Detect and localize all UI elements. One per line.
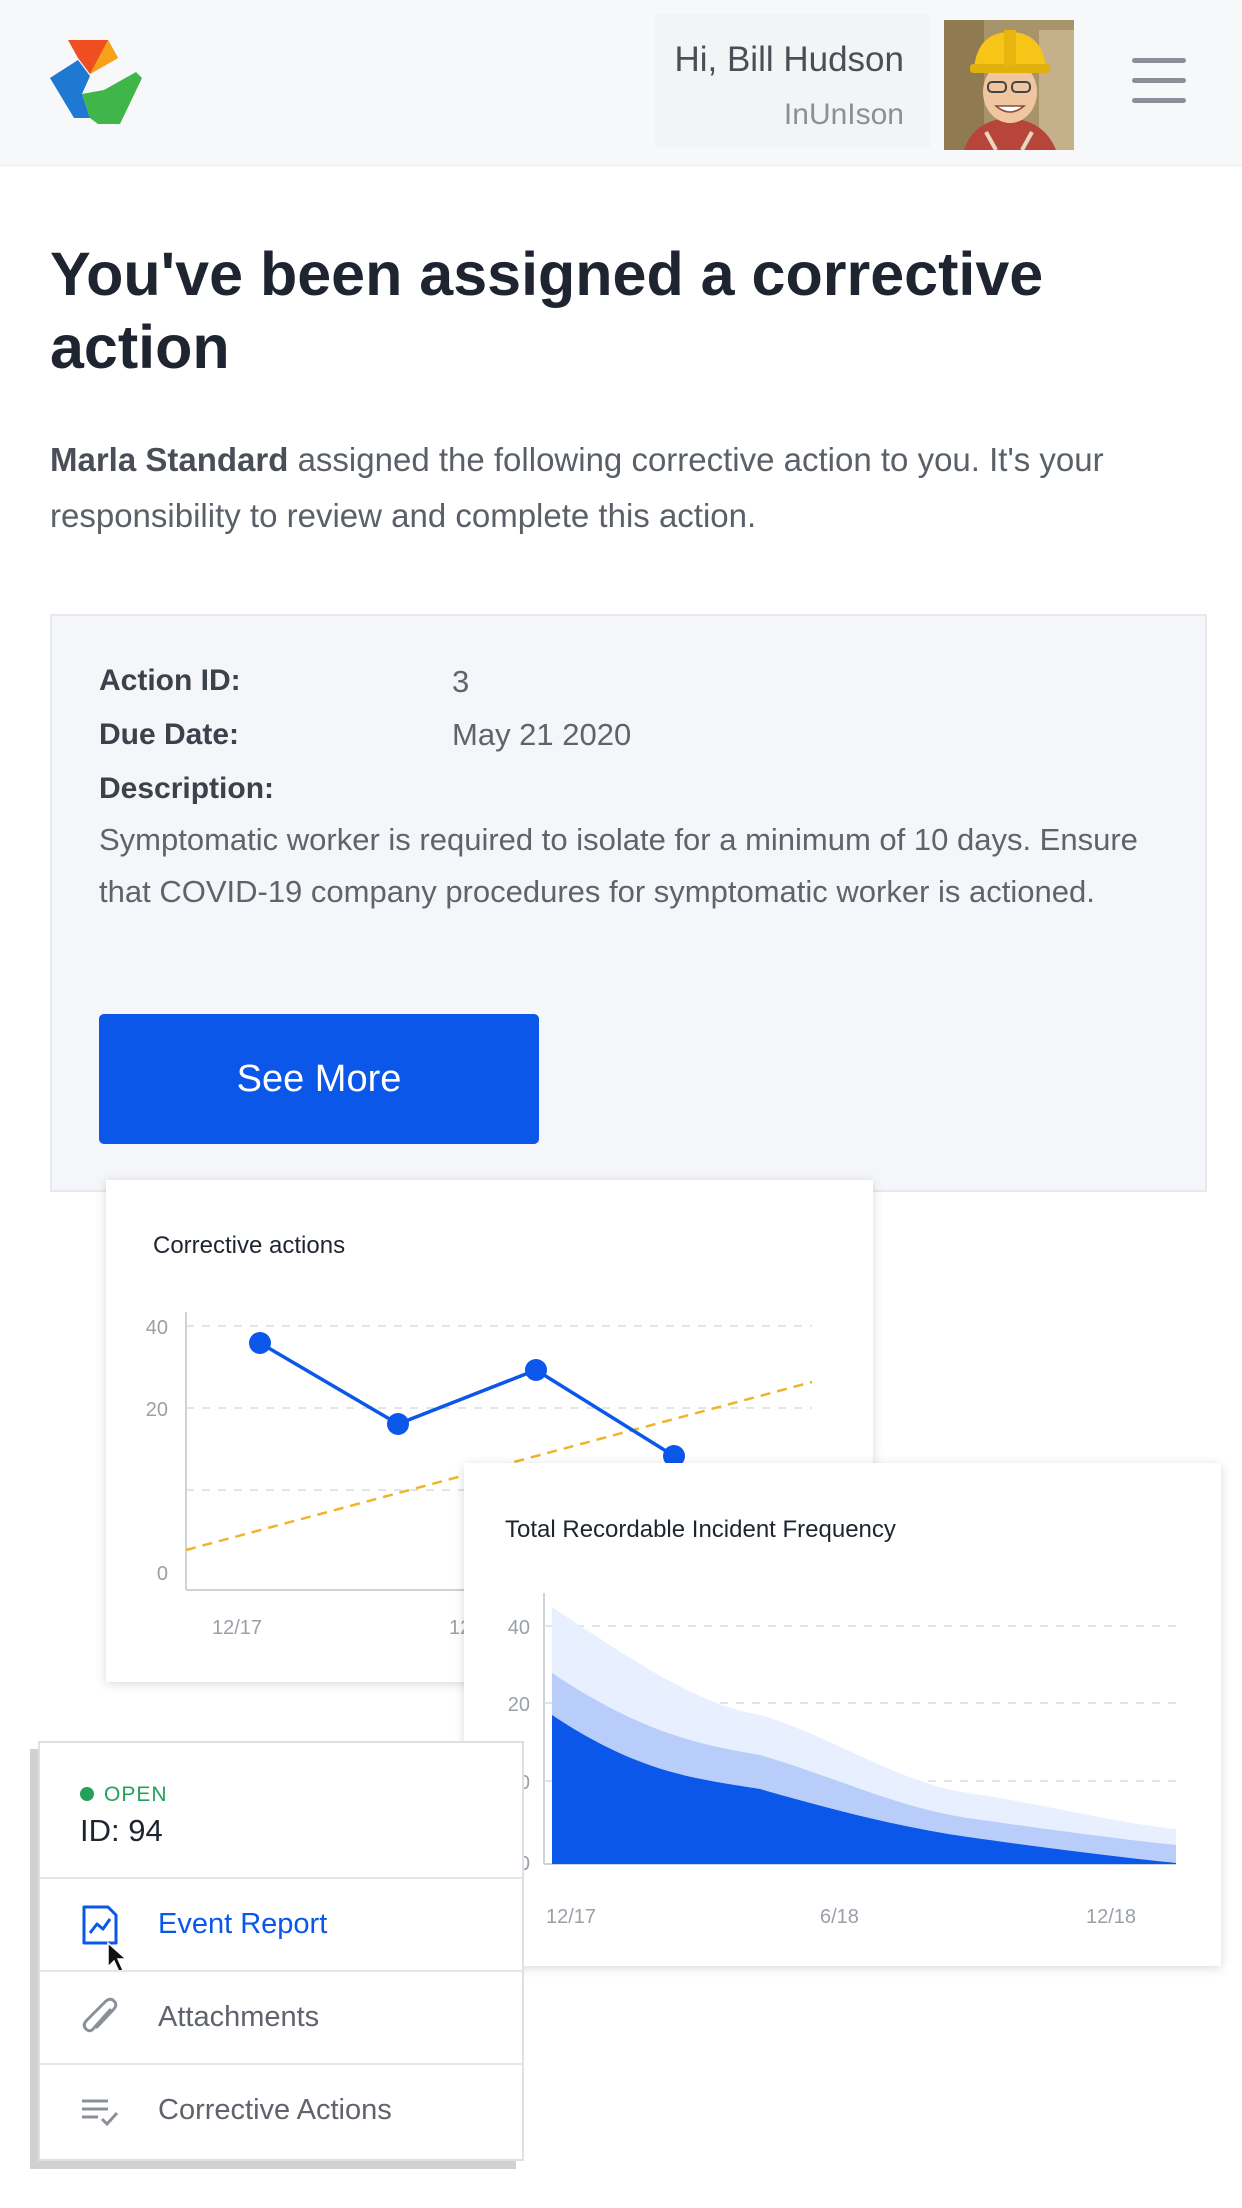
page-title: You've been assigned a corrective action — [50, 240, 1044, 381]
see-more-button[interactable]: See More — [99, 1014, 539, 1144]
event-nav-card: OPEN ID: 94 Event Report Attachments Cor… — [38, 1741, 524, 2161]
paperclip-icon — [82, 1997, 118, 2033]
data-point — [249, 1332, 271, 1354]
avatar[interactable] — [944, 20, 1074, 150]
due-date-label: Due Date: — [99, 718, 240, 751]
corrective-action-card: Action ID: 3 Due Date: May 21 2020 Descr… — [50, 614, 1207, 1192]
checklist-icon — [82, 2099, 119, 2127]
app-header: Hi, Bill Hudson InUnIson — [0, 0, 1242, 166]
nav-item-label: Event Report — [158, 1908, 328, 1940]
status-badge: OPEN — [80, 1783, 168, 1807]
data-point — [387, 1413, 409, 1435]
nav-item-attachments[interactable]: Attachments — [40, 1970, 522, 2063]
data-point — [663, 1445, 685, 1467]
hamburger-menu-icon[interactable] — [1132, 58, 1186, 104]
worker-avatar-photo — [944, 20, 1074, 150]
organization-name: InUnIson — [783, 98, 904, 131]
x-tick-label: 12/17 — [212, 1617, 262, 1639]
user-info-panel — [655, 14, 930, 148]
x-tick-label: 12/17 — [546, 1906, 596, 1928]
action-id-value: 3 — [452, 664, 470, 699]
assignment-text: assigned the following corrective action… — [50, 441, 1104, 534]
nav-item-corrective-actions[interactable]: Corrective Actions — [40, 2063, 522, 2156]
action-description: Symptomatic worker is required to isolat… — [99, 822, 1138, 909]
y-tick-label: 0 — [157, 1563, 168, 1585]
y-tick-label: 40 — [146, 1317, 168, 1339]
assignment-intro: Marla Standard assigned the following co… — [50, 432, 1200, 544]
chart-title: Corrective actions — [153, 1232, 346, 1259]
x-tick-label: 6/18 — [820, 1906, 859, 1928]
user-greeting: Hi, Bill Hudson — [674, 40, 904, 79]
assigner-name: Marla Standard — [50, 441, 289, 478]
status-text: OPEN — [104, 1783, 168, 1806]
chart-document-icon — [82, 1905, 118, 1945]
nav-item-event-report[interactable]: Event Report — [40, 1877, 522, 1974]
data-point — [525, 1359, 547, 1381]
nav-item-label: Attachments — [158, 2001, 320, 2033]
y-tick-label: 40 — [508, 1617, 530, 1639]
due-date-value: May 21 2020 — [452, 717, 632, 752]
event-id: ID: 94 — [80, 1813, 163, 1848]
action-id-label: Action ID: — [99, 664, 241, 697]
series-line — [259, 1341, 675, 1458]
status-dot-icon — [80, 1787, 94, 1801]
y-tick-label: 20 — [146, 1399, 168, 1421]
y-tick-label: 20 — [508, 1694, 530, 1716]
incident-frequency-chart: Total Recordable Incident Frequency 40 20… — [464, 1463, 1221, 1966]
y-tick-label: 0 — [519, 1853, 530, 1875]
area-series — [552, 1715, 1176, 1864]
unison-logo-icon[interactable] — [46, 38, 142, 128]
x-tick-label: 12/18 — [1086, 1906, 1136, 1928]
nav-item-label: Corrective Actions — [158, 2094, 392, 2126]
description-label: Description: — [99, 772, 275, 805]
chart-title: Total Recordable Incident Frequency — [505, 1516, 896, 1543]
